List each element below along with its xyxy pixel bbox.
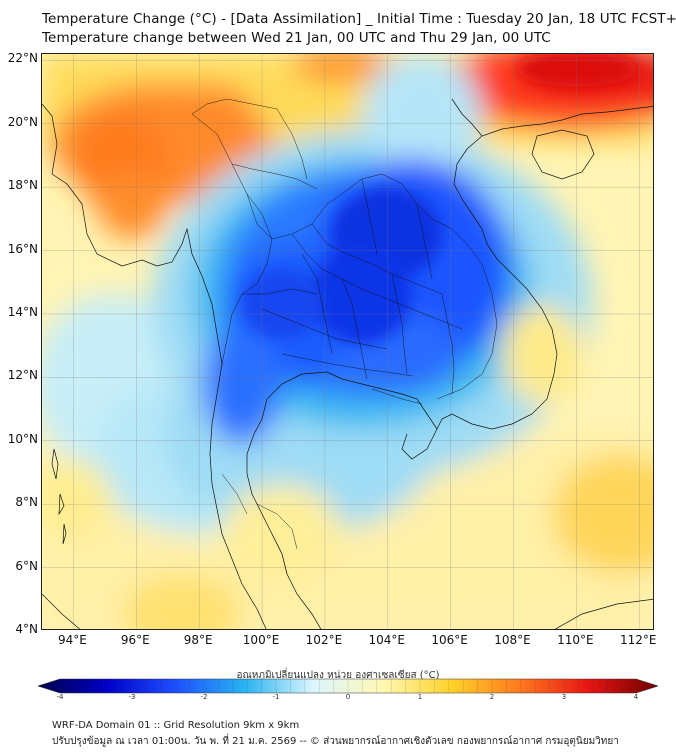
longitude-label: 102°E: [305, 633, 343, 647]
colorbar-tick-label: 3: [561, 693, 567, 701]
colorbar-tick-label: 0: [345, 693, 351, 701]
country-borders: [191, 98, 498, 575]
latitude-label: 6°N: [15, 558, 38, 573]
longitude-label: 98°E: [183, 633, 213, 647]
longitude-label: 110°E: [557, 633, 594, 647]
colorbar-tick-label: 1: [417, 693, 423, 701]
colorbar-tick-label: 4: [633, 693, 639, 701]
map-title-line1: Temperature Change (°C) - [Data Assimila…: [42, 11, 676, 27]
latitude-label: 8°N: [15, 495, 38, 510]
longitude-label: 104°E: [368, 633, 406, 647]
latitude-label: 4°N: [15, 622, 38, 636]
cold-core-center: [242, 54, 637, 344]
longitude-label: 94°E: [57, 633, 87, 647]
colorbar: [38, 678, 658, 694]
longitude-label: 106°E: [431, 633, 468, 647]
colorbar-tick-label: 2: [489, 693, 495, 701]
coastlines: [42, 98, 653, 629]
latitude-label: 12°N: [7, 368, 38, 383]
colorbar-tick-label: -4: [56, 693, 64, 701]
latitude-label: 16°N: [7, 241, 38, 256]
colorbar-tick-label: -1: [272, 693, 280, 701]
latitude-label: 14°N: [7, 304, 38, 319]
latitude-label: 10°N: [7, 431, 38, 446]
colorbar-title: อุณหภูมิเปลี่ยนแปลง หน่วย องศาเซลเซียส (…: [236, 670, 440, 681]
longitude-label: 100°E: [242, 633, 280, 647]
longitude-label: 112°E: [620, 633, 657, 647]
map-title-line2: Temperature change between Wed 21 Jan, 0…: [42, 30, 551, 46]
footer-model-info: WRF-DA Domain 01 :: Grid Resolution 9km …: [52, 720, 300, 731]
map-canvas: [42, 54, 653, 629]
longitude-label: 108°E: [494, 633, 531, 647]
longitude-label: 96°E: [120, 633, 150, 647]
colorbar-tick-label: -2: [200, 693, 208, 701]
latitude-label: 18°N: [7, 178, 38, 193]
footer-credit: ปรับปรุงข้อมูล ณ เวลา 01:00น. วัน พ. ที่…: [52, 736, 619, 747]
map-gridlines: [42, 54, 653, 629]
latitude-label: 22°N: [7, 51, 38, 66]
latitude-label: 20°N: [7, 114, 38, 129]
colorbar-tick-label: -3: [128, 693, 136, 701]
temperature-change-map: [41, 53, 654, 630]
